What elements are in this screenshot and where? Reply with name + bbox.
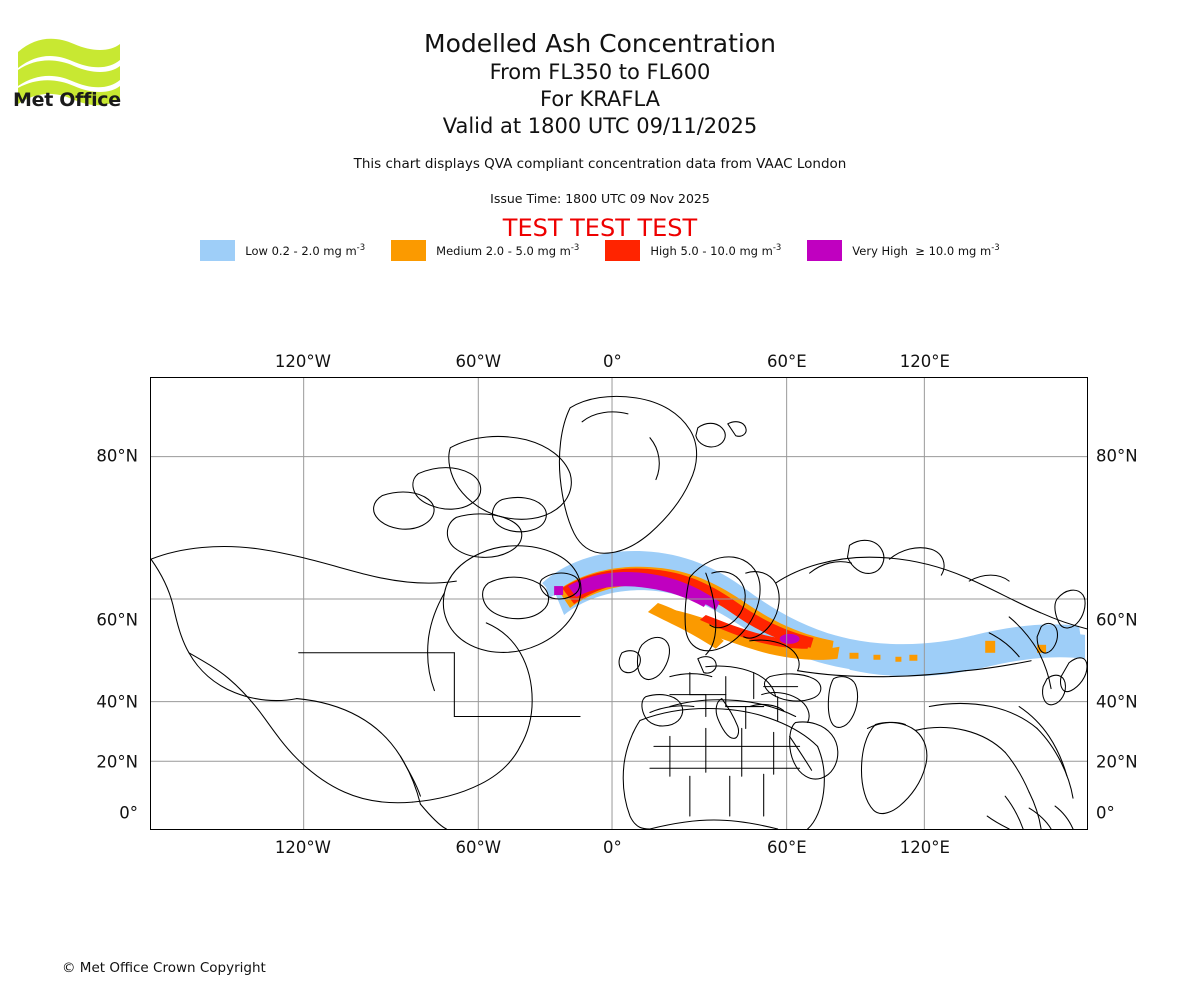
lon-tick-bottom-2: 0° xyxy=(603,838,622,857)
lon-tick-top-1: 60°W xyxy=(455,352,502,371)
qva-note: This chart displays QVA compliant concen… xyxy=(353,156,847,172)
map-gridlines xyxy=(151,378,1087,829)
lat-tick-right-0: 80°N xyxy=(1096,446,1138,466)
lat-tick-left-1: 60°N xyxy=(96,610,138,630)
lat-tick-left-3: 20°N xyxy=(96,752,138,772)
lat-tick-left-2: 40°N xyxy=(96,692,138,712)
coastline-layer xyxy=(151,395,1087,829)
legend-label-low: Low 0.2 - 2.0 mg m-3 xyxy=(245,243,366,258)
lon-tick-top-0: 120°W xyxy=(274,352,331,371)
legend-item-high: High 5.0 - 10.0 mg m-3 xyxy=(605,240,781,261)
lat-tick-right-1: 60°N xyxy=(1096,610,1138,630)
lat-tick-left-4: 0° xyxy=(119,803,138,823)
lon-tick-top-2: 0° xyxy=(603,352,622,371)
met-office-wordmark: Met Office xyxy=(13,89,121,111)
flight-level-subtitle: From FL350 to FL600 xyxy=(489,60,711,84)
title-block: Modelled Ash Concentration From FL350 to… xyxy=(0,28,1200,140)
lat-tick-right-3: 20°N xyxy=(1096,752,1138,772)
lat-tick-left-0: 80°N xyxy=(96,446,138,466)
ash-concentration-map: 120°W 60°W 0° 60°E 120°E 120°W 60°W 0° 6… xyxy=(96,352,1137,857)
map-frame xyxy=(150,377,1088,830)
plume-band-very-high xyxy=(554,572,800,644)
lat-tick-right-4: 0° xyxy=(1096,803,1115,823)
legend-swatch-medium xyxy=(391,240,427,261)
met-office-logo xyxy=(14,24,134,114)
legend-swatch-low xyxy=(200,240,236,261)
lon-tick-bottom-4: 120°E xyxy=(899,838,950,857)
lon-tick-top-3: 60°E xyxy=(767,352,807,371)
lon-tick-top-4: 120°E xyxy=(899,352,950,371)
lon-tick-bottom-3: 60°E xyxy=(767,838,807,857)
legend-swatch-high xyxy=(605,240,641,261)
lat-tick-right-2: 40°N xyxy=(1096,692,1138,712)
legend-item-very-high: Very High ≥ 10.0 mg m-3 xyxy=(807,240,1000,261)
test-banner: TEST TEST TEST xyxy=(502,214,698,242)
legend-label-medium: Medium 2.0 - 5.0 mg m-3 xyxy=(436,243,580,258)
legend-label-very-high: Very High ≥ 10.0 mg m-3 xyxy=(852,243,1000,258)
page-title: Modelled Ash Concentration xyxy=(424,29,776,58)
concentration-legend: Low 0.2 - 2.0 mg m-3 Medium 2.0 - 5.0 mg… xyxy=(0,240,1200,261)
lon-tick-bottom-0: 120°W xyxy=(274,838,331,857)
legend-label-high: High 5.0 - 10.0 mg m-3 xyxy=(650,243,782,258)
valid-time-subtitle: Valid at 1800 UTC 09/11/2025 xyxy=(442,114,758,138)
issue-time: Issue Time: 1800 UTC 09 Nov 2025 xyxy=(490,191,710,206)
copyright-footer: © Met Office Crown Copyright xyxy=(62,960,266,976)
volcano-subtitle: For KRAFLA xyxy=(540,87,660,111)
legend-item-low: Low 0.2 - 2.0 mg m-3 xyxy=(200,240,365,261)
legend-item-medium: Medium 2.0 - 5.0 mg m-3 xyxy=(391,240,579,261)
lon-tick-bottom-1: 60°W xyxy=(455,838,502,857)
legend-swatch-very-high xyxy=(807,240,843,261)
map-canvas xyxy=(151,378,1087,829)
